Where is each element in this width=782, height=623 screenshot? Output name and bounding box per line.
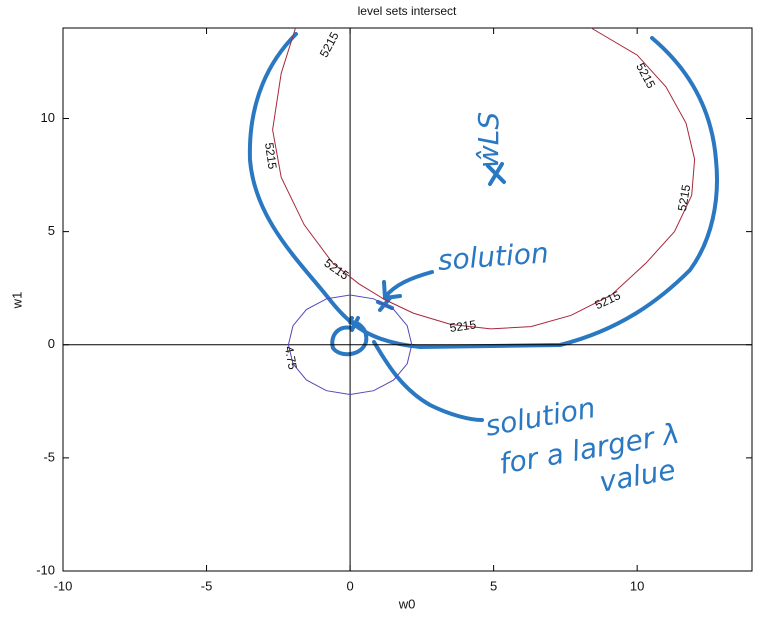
ink-x	[486, 162, 506, 186]
y-tick-label: -5	[43, 449, 55, 464]
ink-loop	[247, 32, 719, 349]
annotation: ŵLS	[472, 112, 505, 168]
contour-label: 4.75	[282, 345, 300, 371]
x-tick-label: -10	[54, 578, 73, 593]
contour-line	[272, 27, 696, 330]
x-tick-label: -5	[201, 578, 213, 593]
handwriting	[247, 32, 719, 422]
x-tick-label: 5	[490, 578, 497, 593]
y-axis-label: w1	[9, 292, 24, 310]
ink-arrow	[382, 270, 434, 300]
contour-label: 5215	[675, 183, 693, 212]
contour-line	[287, 294, 413, 396]
plot-frame	[62, 27, 753, 572]
x-tick-label: 0	[346, 578, 353, 593]
annotation: solution	[437, 236, 550, 277]
contour-label: 5215	[262, 142, 280, 171]
y-tick-label: 10	[41, 110, 55, 125]
x-tick-label: 10	[630, 578, 644, 593]
ink-pointer	[372, 340, 484, 422]
chart-title: level sets intersect	[358, 4, 457, 18]
y-tick-label: -10	[36, 562, 55, 577]
y-tick-label: 0	[48, 336, 55, 351]
ink-circle	[330, 316, 369, 357]
contour-label: 5215	[449, 317, 478, 335]
x-axis-label: w0	[398, 596, 416, 611]
y-tick-label: 5	[48, 223, 55, 238]
